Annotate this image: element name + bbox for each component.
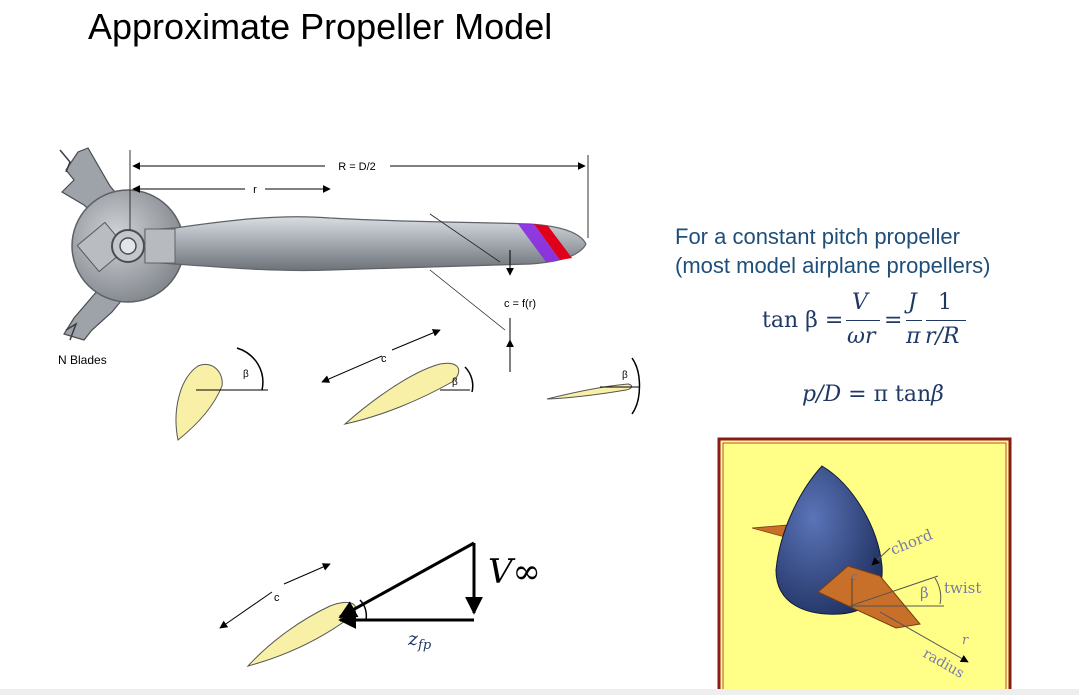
velocity-diagram: c V∞ zfp [219, 541, 541, 667]
velocity-chord-label: c [274, 592, 280, 604]
constant-pitch-caption: For a constant pitch propeller (most mod… [675, 222, 990, 280]
main-blade [144, 216, 587, 272]
frac3-numerator: 1 [938, 290, 952, 315]
inset-twist-label: twist [944, 579, 981, 597]
pd-beta: β [931, 382, 944, 407]
beta-label-2: β [452, 377, 458, 388]
caption-line-2: (most model airplane propellers) [675, 253, 991, 278]
pd-tan: tan [895, 382, 932, 407]
frac1-denominator: ωr [847, 324, 876, 349]
radius-label: R = D/2 [338, 161, 376, 173]
pd-equals-pi: = π [848, 382, 889, 407]
zfp-label: zfp [407, 628, 432, 653]
propeller-diagram: R = D/2 r c = f(r) N Blades β c β [58, 147, 641, 441]
chord-fn-label: c = f(r) [504, 298, 536, 310]
equals-sign: = [884, 308, 903, 333]
inset-beta-label: β [920, 584, 929, 602]
frac1-numerator: V [852, 290, 868, 315]
beta-label-3: β [622, 370, 628, 381]
frac3-denominator: r/R [925, 324, 960, 349]
beta-label-1: β [243, 369, 249, 380]
spinner-inset: chord β twist c r radius [717, 437, 1012, 695]
inset-r-label: r [962, 633, 969, 648]
blades-label: N Blades [58, 353, 107, 367]
frac2-denominator: π [906, 324, 921, 349]
bottom-strip [0, 689, 1079, 695]
airfoil-section-root: β [175, 347, 268, 441]
airfoil-section-mid: c β [321, 329, 474, 425]
inset-c-label: c [851, 570, 857, 583]
frac2-numerator: J [908, 290, 917, 315]
caption-line-1: For a constant pitch propeller [675, 224, 960, 249]
spinner-blade [817, 565, 921, 629]
r-label: r [253, 184, 257, 196]
airfoil-section-tip: β [546, 357, 641, 415]
pitch-diameter-equation: p/D = π tanβ [802, 382, 944, 407]
chord-label-1: c [381, 353, 387, 365]
pd-lhs: p/D [802, 382, 842, 407]
tan-lhs: tan β = [762, 308, 844, 333]
slide-title: Approximate Propeller Model [88, 6, 553, 47]
v-infinity-label: V∞ [488, 552, 541, 592]
